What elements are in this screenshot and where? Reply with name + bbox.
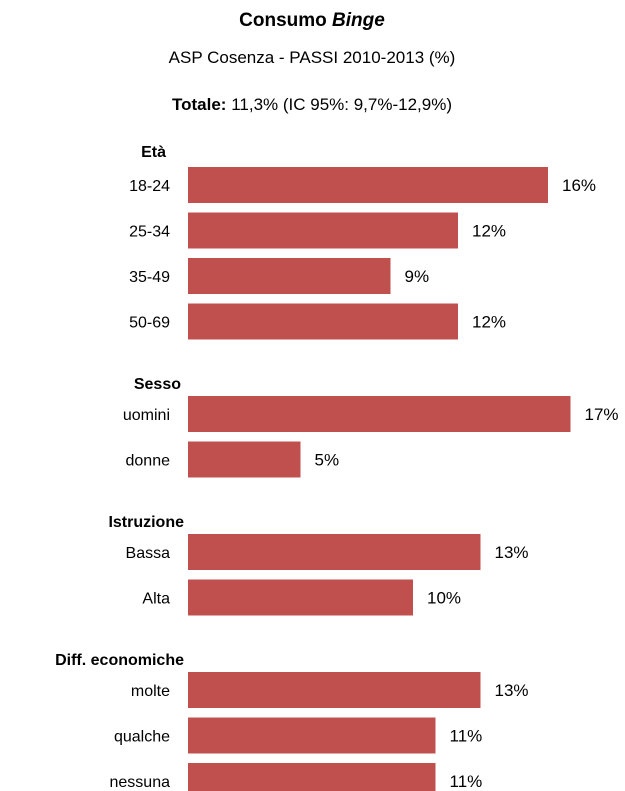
category-label: 25-34 [129, 224, 170, 241]
group-label: Diff. economiche [55, 652, 184, 669]
chart-title: Consumo Binge [239, 10, 385, 31]
bar [188, 717, 436, 754]
category-label: nessuna [110, 774, 171, 791]
group-label: Sesso [134, 376, 181, 393]
bar [188, 441, 301, 478]
category-label: Alta [142, 591, 170, 608]
data-label: 13% [495, 543, 529, 562]
group-label: Età [141, 144, 166, 161]
category-label: 50-69 [129, 315, 170, 332]
data-label: 5% [315, 451, 340, 470]
category-label: donne [126, 453, 171, 470]
category-label: Bassa [126, 545, 171, 562]
group-label: Istruzione [108, 514, 184, 531]
data-label: 9% [405, 267, 430, 286]
data-label: 12% [472, 222, 506, 241]
category-label: uomini [123, 407, 170, 424]
category-label: qualche [114, 729, 170, 746]
bars-layer: Età 18-24 16% 25-34 12% 35-49 9% 50-69 12% Sesso u… [55, 144, 619, 791]
data-label: 11% [450, 772, 483, 791]
chart-subtitle: ASP Cosenza - PASSI 2010-2013 (%) [169, 48, 456, 67]
data-label: 12% [472, 313, 506, 332]
category-label: 35-49 [129, 269, 170, 286]
data-label: 13% [495, 681, 529, 700]
bar [188, 672, 481, 708]
bar [188, 763, 436, 791]
category-label: molte [131, 683, 170, 700]
bar [188, 167, 548, 203]
data-label: 16% [562, 176, 596, 195]
category-label: 18-24 [129, 178, 170, 195]
bar [188, 534, 481, 570]
bar [188, 579, 413, 616]
bar [188, 303, 458, 340]
data-label: 17% [585, 405, 619, 424]
total-summary: Totale: 11,3% (IC 95%: 9,7%-12,9%) [172, 95, 452, 114]
bar [188, 258, 391, 294]
data-label: 11% [450, 727, 483, 746]
bar [188, 212, 458, 249]
data-label: 10% [427, 589, 461, 608]
bar [188, 396, 571, 432]
